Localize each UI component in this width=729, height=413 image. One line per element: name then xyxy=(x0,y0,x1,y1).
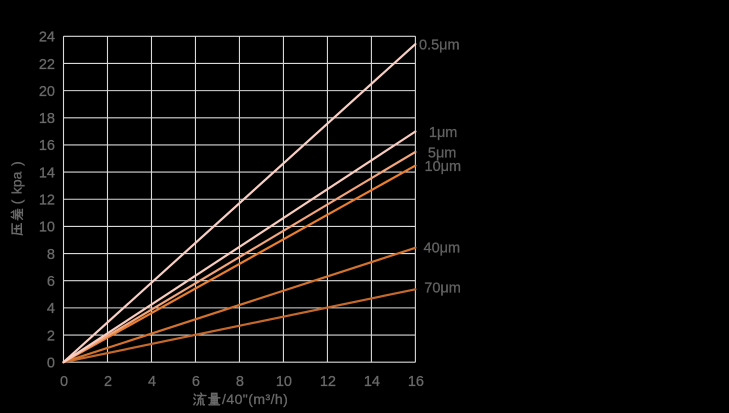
svg-text:14: 14 xyxy=(39,165,55,181)
svg-text:8: 8 xyxy=(236,374,244,390)
svg-text:2: 2 xyxy=(47,328,55,344)
svg-text:10μm: 10μm xyxy=(425,159,462,175)
svg-text:20: 20 xyxy=(39,84,55,100)
svg-text:16: 16 xyxy=(39,138,55,154)
svg-text:70μm: 70μm xyxy=(424,281,461,297)
svg-text:): ) xyxy=(9,161,25,166)
svg-text:4: 4 xyxy=(148,374,156,390)
svg-text:8: 8 xyxy=(47,247,55,263)
svg-text:12: 12 xyxy=(320,374,336,390)
svg-text:/40"(m³/h): /40"(m³/h) xyxy=(222,391,288,407)
svg-text:2: 2 xyxy=(104,374,112,390)
svg-text:12: 12 xyxy=(39,193,55,209)
svg-text:10: 10 xyxy=(276,374,292,390)
svg-text:40μm: 40μm xyxy=(424,241,461,257)
svg-text:kpa: kpa xyxy=(9,171,25,194)
svg-text:0.5μm: 0.5μm xyxy=(419,37,460,53)
svg-text:22: 22 xyxy=(39,57,55,73)
svg-text:6: 6 xyxy=(47,274,55,290)
svg-text:(: ( xyxy=(9,199,25,204)
svg-text:4: 4 xyxy=(47,301,55,317)
svg-text:0: 0 xyxy=(60,374,68,390)
svg-text:1μm: 1μm xyxy=(429,125,458,141)
svg-text:14: 14 xyxy=(364,374,380,390)
svg-text:16: 16 xyxy=(408,374,424,390)
svg-text:0: 0 xyxy=(47,356,55,372)
svg-text:6: 6 xyxy=(192,374,200,390)
svg-text:5μm: 5μm xyxy=(428,145,457,161)
svg-text:18: 18 xyxy=(39,111,55,127)
svg-text:10: 10 xyxy=(39,220,55,236)
svg-text:24: 24 xyxy=(39,30,55,46)
